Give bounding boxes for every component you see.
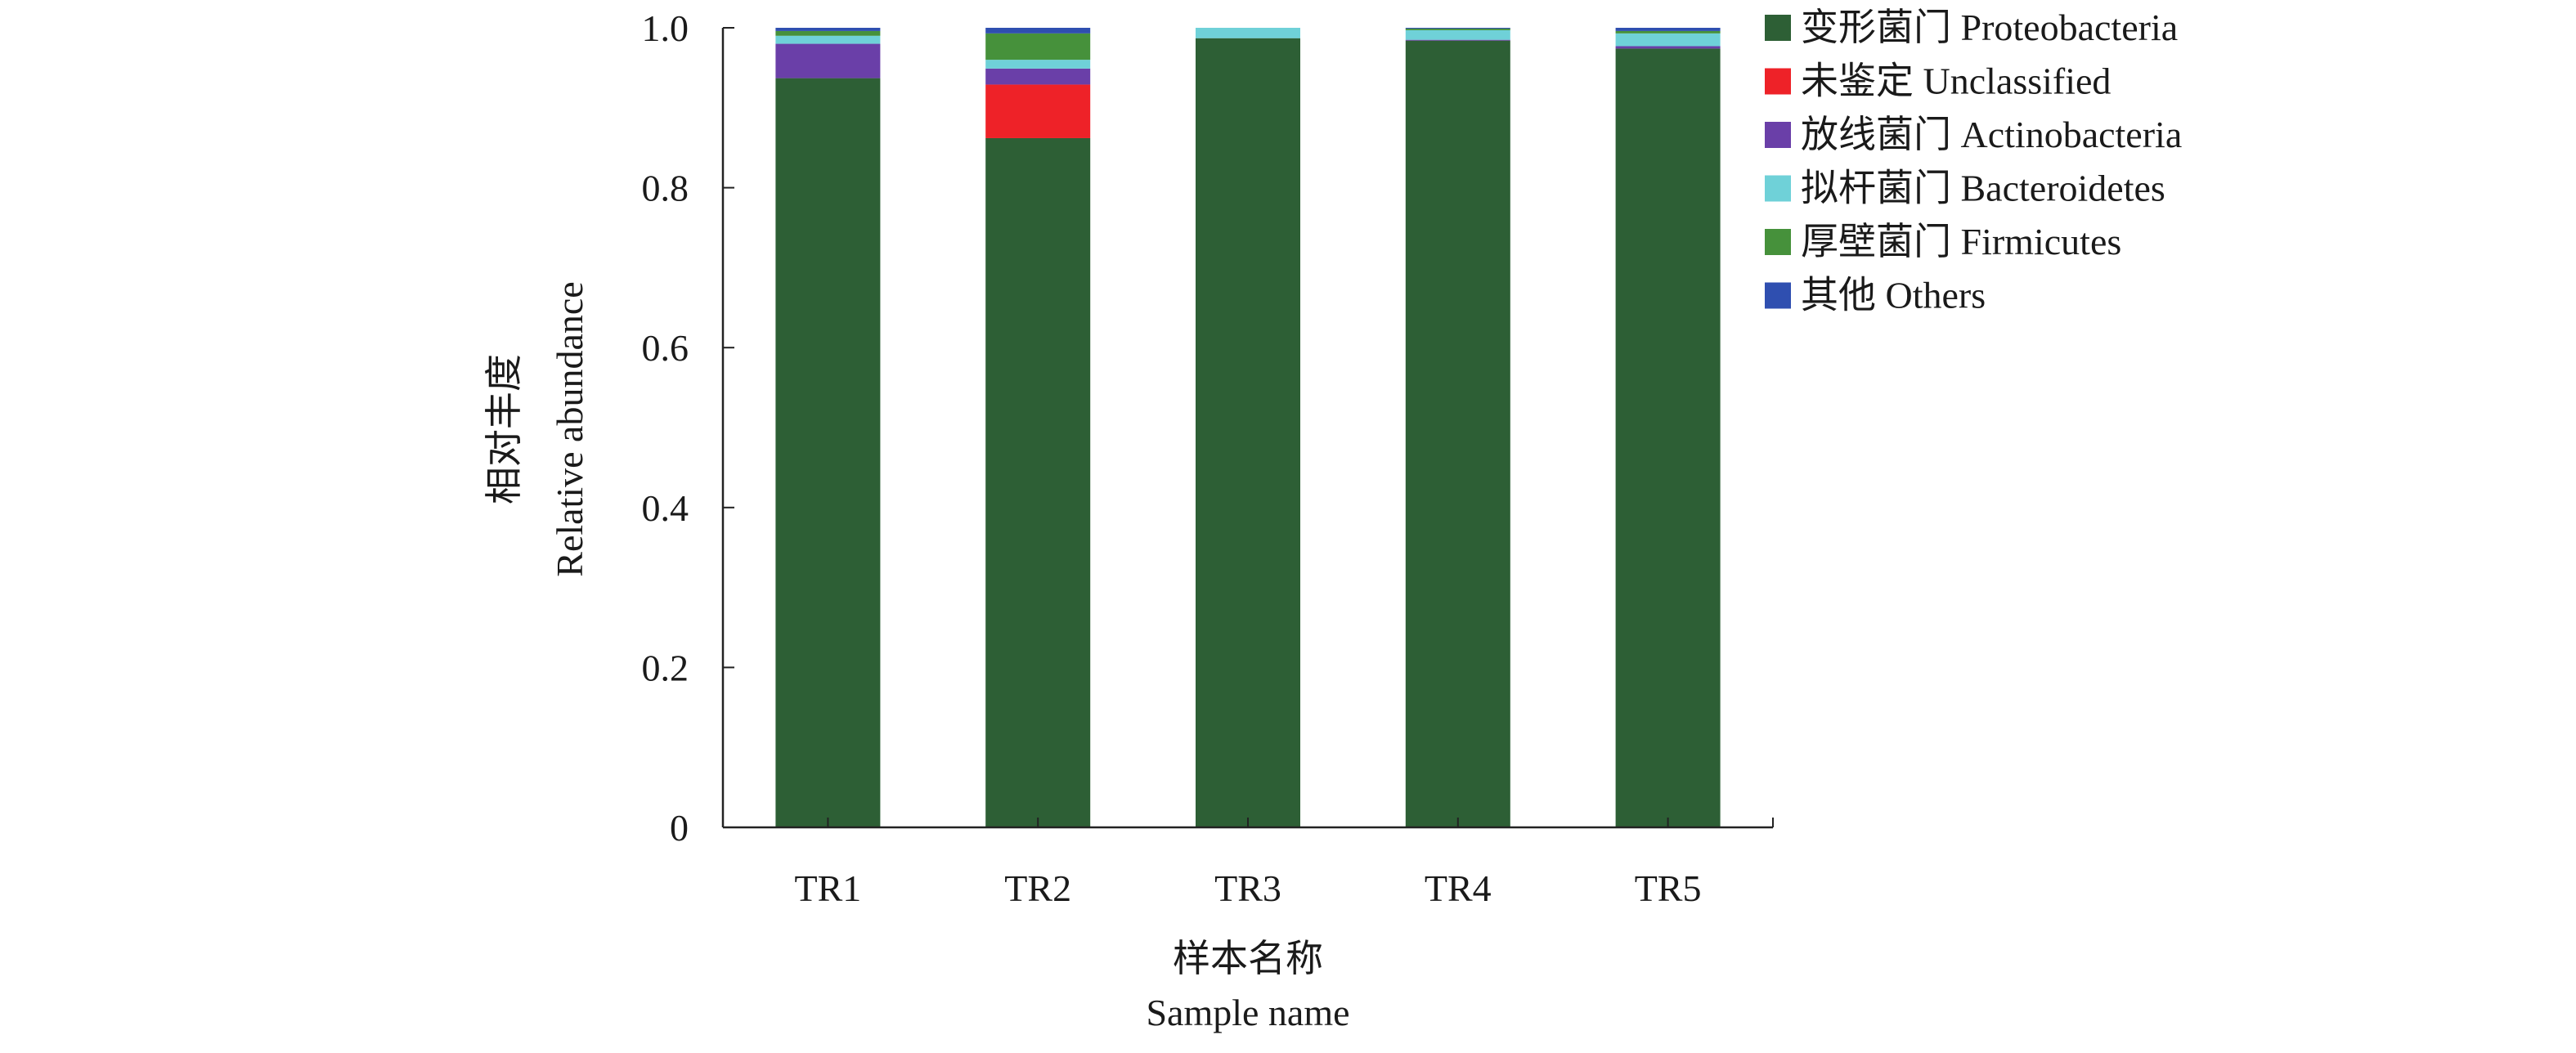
legend-swatch-5 — [1765, 282, 1791, 309]
bar-segment-tr4-series-4 — [1405, 28, 1510, 30]
bar-segment-tr2-series-3 — [985, 60, 1091, 69]
bar-segment-tr2-series-5 — [985, 28, 1091, 34]
x-tick-label: TR1 — [795, 867, 862, 909]
legend-label-1: 未鉴定 Unclassified — [1801, 60, 2111, 102]
legend-swatch-2 — [1765, 122, 1791, 148]
bar-segment-tr2-series-1 — [985, 84, 1091, 138]
bar-segment-tr2-series-0 — [985, 137, 1091, 828]
x-axis-title-zh: 样本名称 — [1173, 938, 1323, 979]
legend-swatch-1 — [1765, 68, 1791, 95]
x-axis-title-en: Sample name — [1146, 992, 1349, 1033]
y-axis-title-zh: 相对丰度 — [483, 354, 525, 504]
y-tick-label: 0.2 — [642, 647, 689, 688]
x-tick-label: TR2 — [1004, 867, 1071, 909]
y-axis-title-en: Relative abundance — [549, 281, 590, 576]
x-tick-label: TR5 — [1635, 867, 1702, 909]
bar-segment-tr4-series-2 — [1405, 39, 1510, 41]
x-tick-label: TR3 — [1214, 867, 1281, 909]
y-tick-label: 0.8 — [642, 168, 689, 209]
bar-segment-tr5-series-4 — [1615, 30, 1721, 34]
ticks-layer: TR1 TR2 TR3 TR4 TR5 0 0.2 0.4 0.6 0.8 1.0 — [642, 7, 1702, 909]
bar-segment-tr5-series-0 — [1615, 48, 1721, 828]
bar-segment-tr1-series-5 — [775, 28, 881, 31]
legend-label-2: 放线菌门 Actinobacteria — [1801, 114, 2182, 155]
y-tick-label: 0.6 — [642, 327, 689, 369]
legend: 变形菌门 Proteobacteria 未鉴定 Unclassified 放线菌门 … — [1765, 7, 2182, 316]
bar-segment-tr4-series-5 — [1405, 28, 1510, 29]
legend-label-5: 其他 Others — [1801, 275, 1986, 316]
bar-segment-tr4-series-0 — [1405, 40, 1510, 827]
bar-segment-tr3-series-0 — [1196, 38, 1300, 828]
x-tick-label: TR4 — [1425, 867, 1492, 909]
axis-titles: 相对丰度 Relative abundance 样本名称 Sample name — [483, 281, 1350, 1033]
legend-label-4: 厚壁菌门 Firmicutes — [1801, 221, 2121, 262]
bar-segment-tr3-series-3 — [1196, 28, 1300, 38]
bars-layer — [775, 28, 1721, 828]
bar-segment-tr1-series-3 — [775, 35, 881, 44]
bar-segment-tr4-series-3 — [1405, 29, 1510, 40]
bar-segment-tr5-series-3 — [1615, 33, 1721, 47]
legend-swatch-4 — [1765, 229, 1791, 255]
y-tick-label: 0.4 — [642, 487, 689, 529]
bar-segment-tr2-series-4 — [985, 33, 1091, 60]
bar-segment-tr1-series-4 — [775, 30, 881, 36]
y-tick-label: 0 — [670, 807, 689, 849]
bar-segment-tr5-series-5 — [1615, 28, 1721, 31]
bar-segment-tr5-series-2 — [1615, 46, 1721, 49]
bar-segment-tr2-series-2 — [985, 68, 1091, 85]
legend-swatch-0 — [1765, 15, 1791, 41]
bar-segment-tr1-series-2 — [775, 43, 881, 78]
y-tick-label: 1.0 — [642, 7, 689, 49]
legend-swatch-3 — [1765, 175, 1791, 202]
bar-segment-tr1-series-0 — [775, 78, 881, 827]
legend-label-3: 拟杆菌门 Bacteroidetes — [1801, 168, 2165, 209]
legend-label-0: 变形菌门 Proteobacteria — [1801, 7, 2178, 48]
